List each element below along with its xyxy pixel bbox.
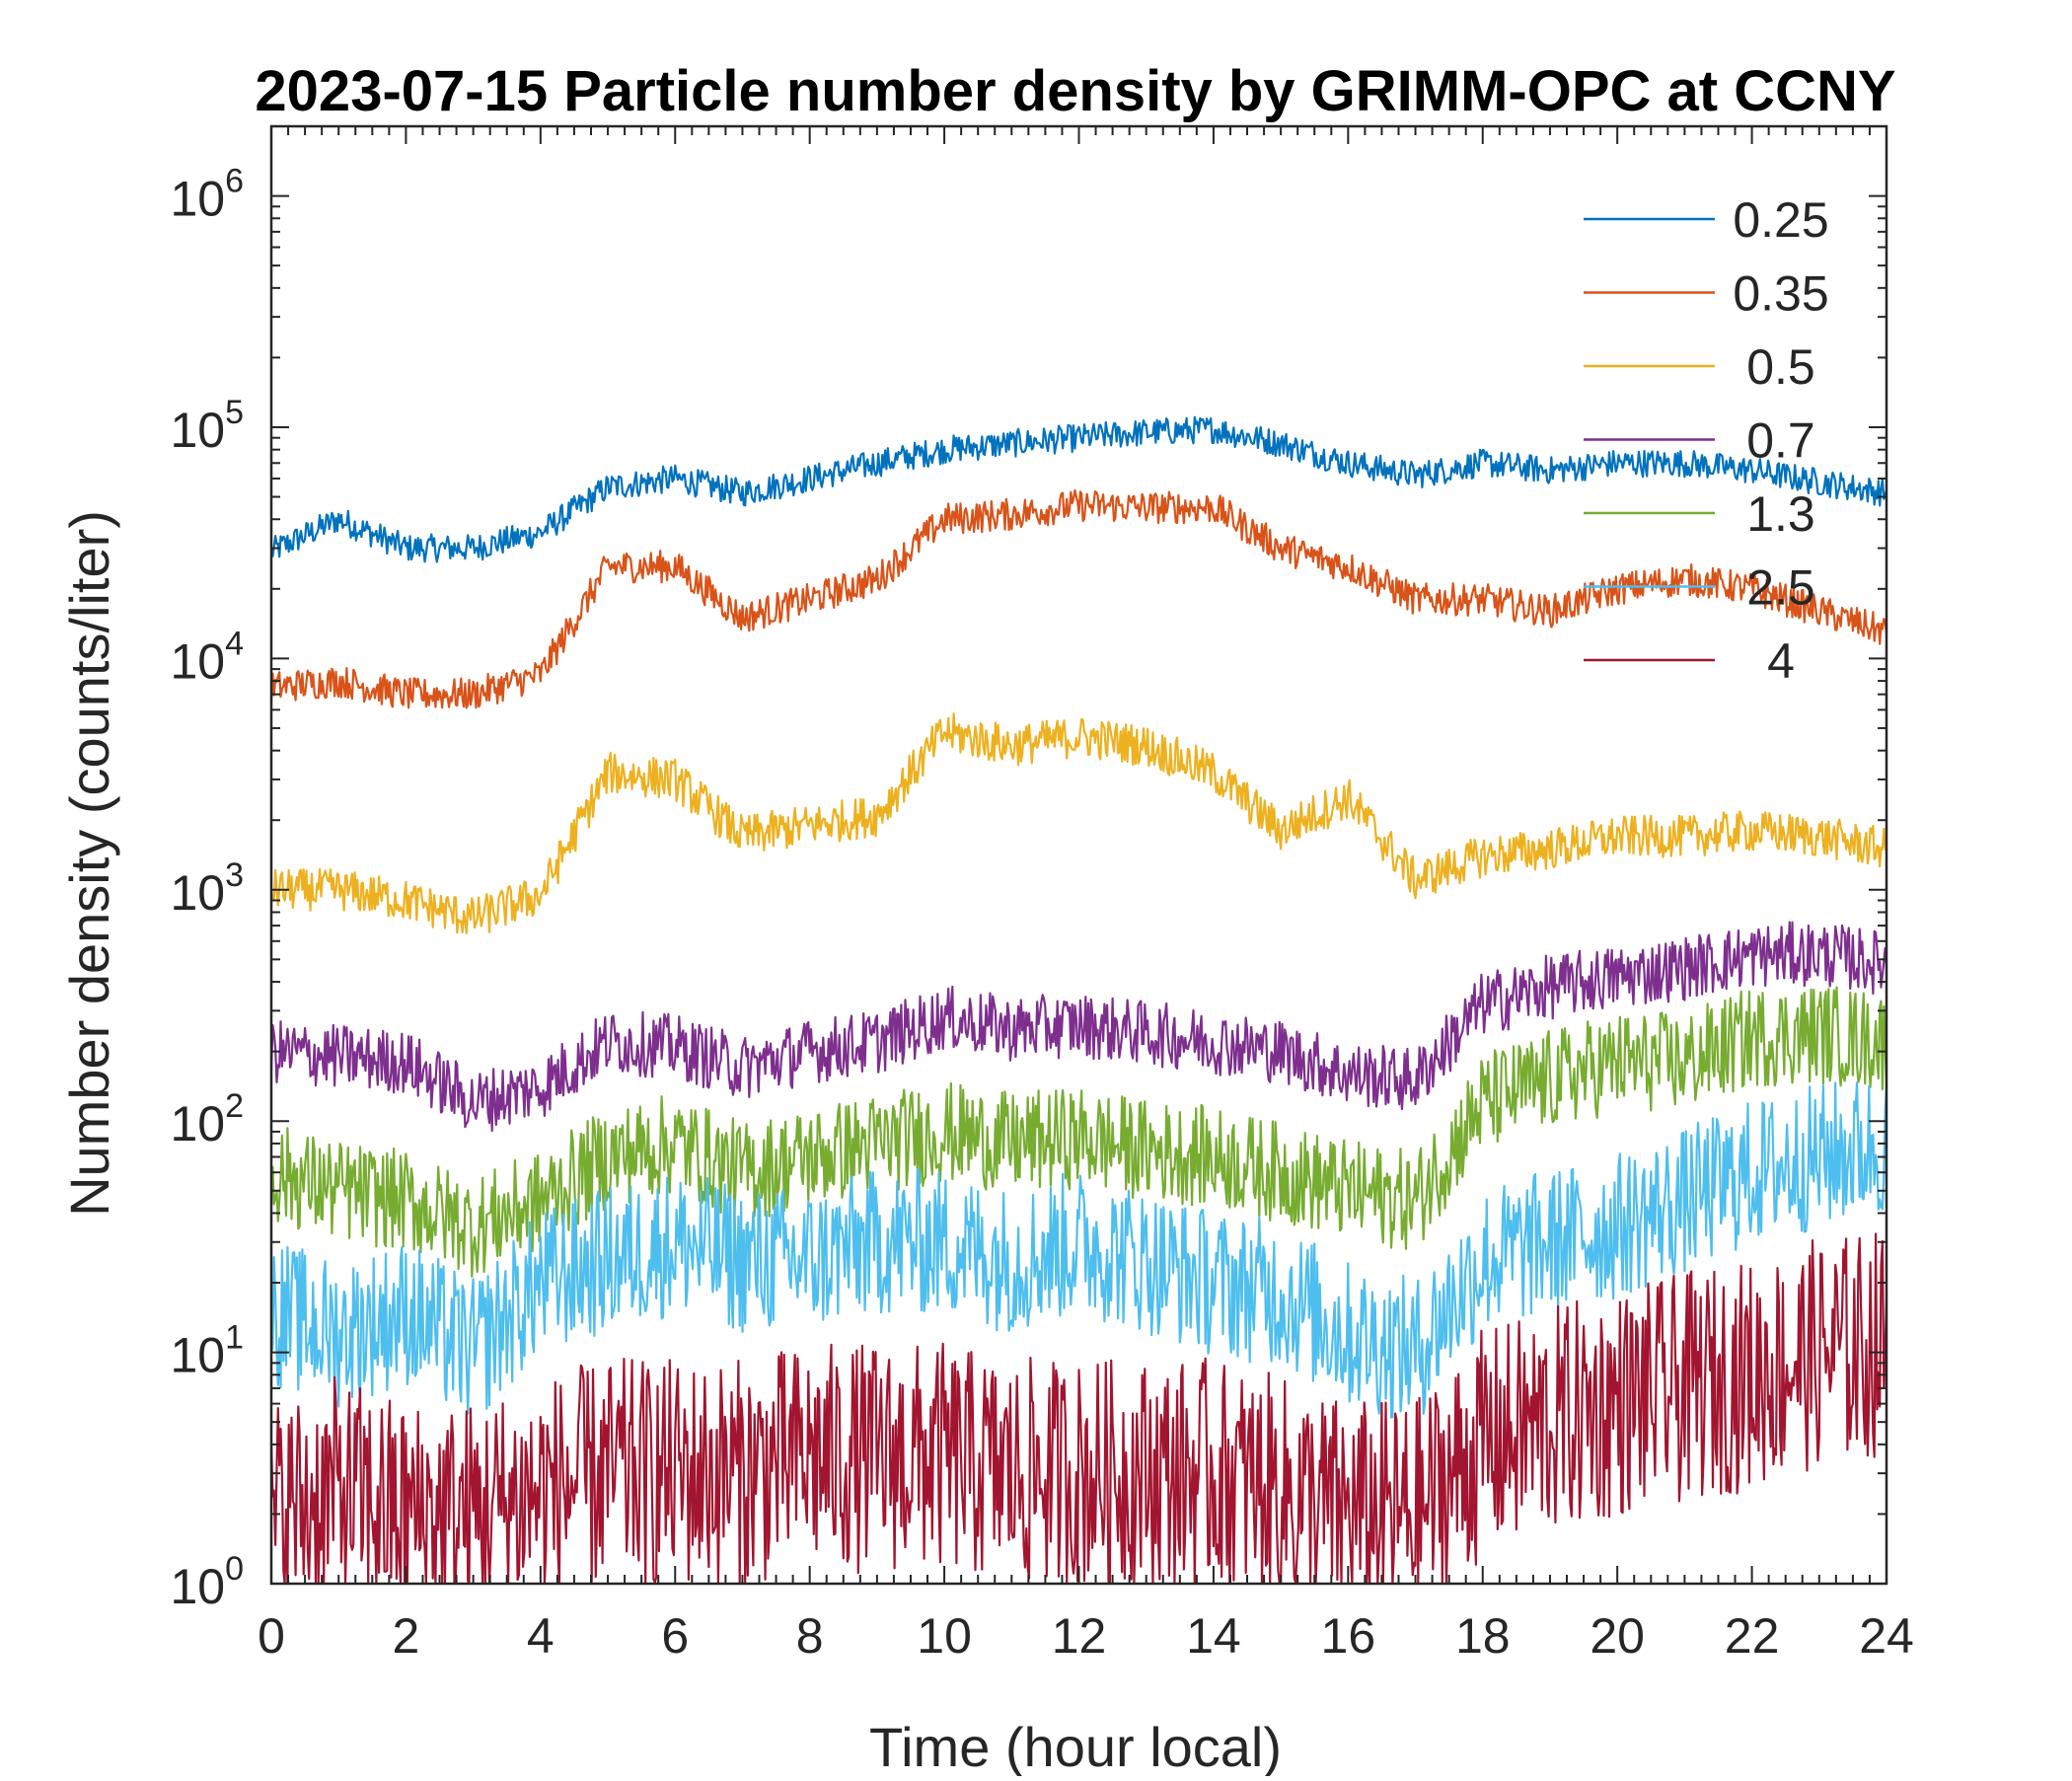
plot-area: 0 2 4 6 8 10 12 14 16 18 20 22 241001011021031041051…: [170, 124, 1914, 1664]
x-tick-label: 10: [917, 1608, 972, 1664]
y-tick-label: 106: [170, 163, 244, 227]
series-line-2.5: [269, 1081, 1888, 1419]
series-line-0.7: [269, 921, 1888, 1133]
y-tick-base: 10: [170, 633, 225, 689]
y-tick-label: 103: [170, 856, 244, 921]
y-tick-exponent: 3: [225, 856, 244, 894]
y-tick-base: 10: [170, 1328, 225, 1383]
y-tick-label: 101: [170, 1319, 244, 1383]
x-tick-label: 0: [258, 1608, 285, 1664]
y-tick-label: 102: [170, 1087, 244, 1151]
y-tick-exponent: 5: [225, 394, 244, 431]
series-line-4: [269, 1232, 1888, 1586]
legend: 0.25 0.35 0.5 0.7 1.3 2.5 4: [1584, 192, 1829, 689]
series-line-0.5: [269, 712, 1888, 934]
y-tick-base: 10: [170, 865, 225, 921]
x-tick-label: 18: [1455, 1608, 1511, 1664]
y-tick-label: 100: [170, 1550, 244, 1614]
y-tick-base: 10: [170, 172, 225, 227]
y-axis-label: Number density (counts/liter): [58, 510, 120, 1217]
legend-label-0.7: 0.7: [1746, 413, 1815, 469]
x-axis-label: Time (hour local): [869, 1716, 1282, 1776]
series-line-0.25: [269, 415, 1888, 563]
legend-label-0.25: 0.25: [1733, 192, 1828, 248]
x-tick-label: 14: [1186, 1608, 1241, 1664]
y-tick-label: 105: [170, 394, 244, 458]
x-tick-label: 6: [661, 1608, 689, 1664]
y-tick-exponent: 1: [225, 1319, 244, 1357]
x-tick-label: 4: [527, 1608, 555, 1664]
y-tick-label: 104: [170, 625, 244, 689]
series-line-1.3: [269, 986, 1888, 1278]
legend-label-0.5: 0.5: [1746, 339, 1815, 395]
x-tick-label: 2: [393, 1608, 420, 1664]
y-tick-base: 10: [170, 1559, 225, 1614]
y-tick-exponent: 2: [225, 1087, 244, 1125]
y-tick-base: 10: [170, 403, 225, 458]
y-tick-exponent: 6: [225, 163, 244, 200]
x-tick-label: 8: [796, 1608, 824, 1664]
chart-title: 2023-07-15 Particle number density by GR…: [255, 59, 1895, 123]
legend-label-2.5: 2.5: [1746, 560, 1815, 616]
x-tick-label: 22: [1725, 1608, 1780, 1664]
y-tick-exponent: 4: [225, 625, 244, 662]
x-tick-label: 16: [1321, 1608, 1376, 1664]
y-tick-exponent: 0: [225, 1550, 244, 1588]
legend-label-1.3: 1.3: [1746, 486, 1815, 542]
x-tick-label: 20: [1590, 1608, 1645, 1664]
x-tick-label: 24: [1859, 1608, 1914, 1664]
legend-label-4: 4: [1767, 633, 1795, 689]
legend-label-0.35: 0.35: [1733, 266, 1828, 322]
y-tick-base: 10: [170, 1096, 225, 1151]
series-line-0.35: [269, 488, 1888, 709]
x-tick-label: 12: [1052, 1608, 1107, 1664]
